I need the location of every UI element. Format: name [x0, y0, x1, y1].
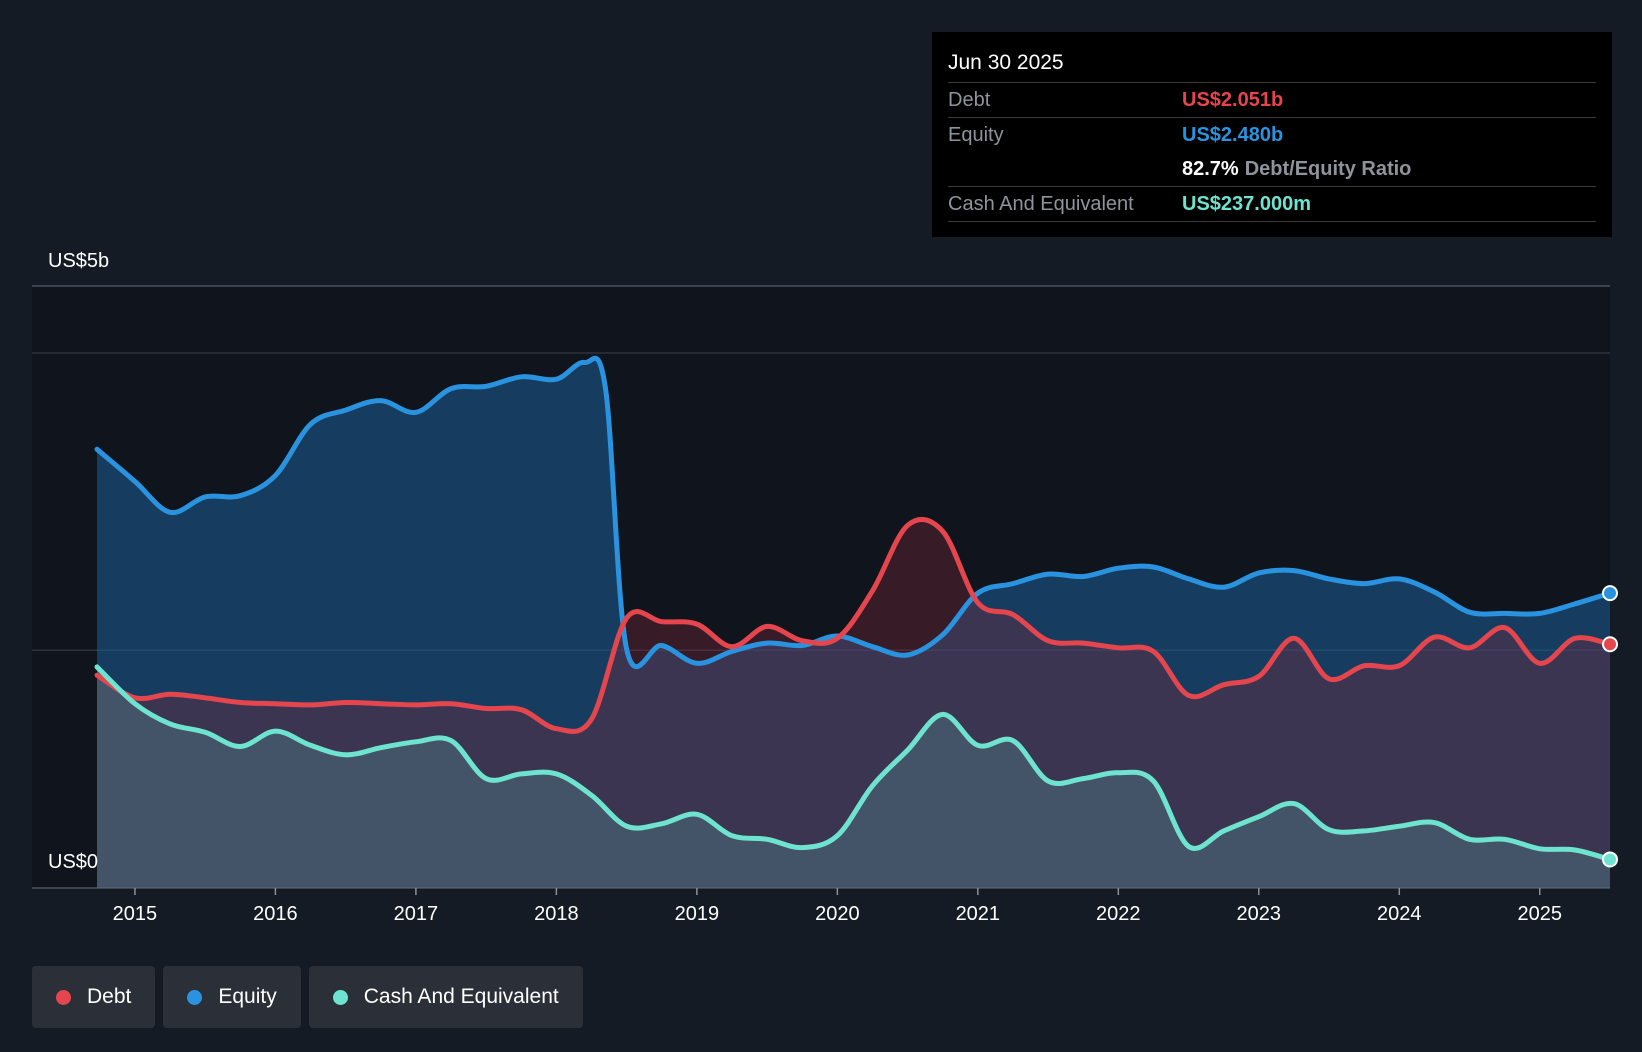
- x-tick-label: 2018: [534, 903, 579, 925]
- legend-label-debt: Debt: [87, 985, 132, 1008]
- legend-item-equity[interactable]: Equity: [163, 966, 301, 1028]
- tooltip-ratio-value: 82.7%: [1182, 158, 1239, 180]
- cash-and-equivalent-line: [94, 664, 1613, 862]
- tooltip-debt-value: US$2.051b: [1182, 89, 1284, 111]
- tooltip-date: Jun 30 2025: [948, 32, 1596, 83]
- x-tick-label: 2023: [1237, 903, 1282, 925]
- x-tick-label: 2021: [956, 903, 1001, 925]
- tooltip-cash-value: US$237.000m: [1182, 193, 1311, 215]
- debt-endpoint: [1602, 636, 1618, 653]
- x-tick-label: 2019: [675, 903, 720, 925]
- legend-item-debt[interactable]: Debt: [32, 966, 156, 1028]
- tooltip-debt-row: Debt US$2.051b: [948, 83, 1596, 118]
- x-tick-label: 2016: [253, 903, 298, 925]
- y-axis-bottom-label: US$0: [48, 851, 99, 873]
- x-tick-label: 2017: [394, 903, 439, 925]
- x-tick-label: 2024: [1377, 903, 1422, 925]
- y-axis-top-label: US$5b: [48, 250, 110, 272]
- series-endpoints: [1602, 585, 1618, 868]
- legend-label-equity: Equity: [218, 985, 277, 1008]
- equity-area: [97, 358, 1610, 888]
- legend-item-cash[interactable]: Cash And Equivalent: [308, 966, 583, 1028]
- debt-dot-icon: [56, 989, 71, 1005]
- equity-dot-icon: [187, 989, 203, 1005]
- x-tick-label: 2015: [113, 903, 158, 925]
- tooltip-cash-row: Cash And Equivalent US$237.000m: [948, 187, 1596, 222]
- tooltip-equity-value: US$2.480b: [1182, 124, 1284, 146]
- series-lines: [94, 355, 1613, 862]
- cash-and-equivalent-area: [97, 666, 1610, 888]
- tooltip-ratio-row: 82.7% Debt/Equity Ratio: [948, 152, 1596, 187]
- cash-and-equivalent-endpoint: [1602, 851, 1618, 868]
- tooltip-cash-label: Cash And Equivalent: [948, 193, 1134, 215]
- equity-endpoint: [1602, 585, 1618, 602]
- debt-area: [97, 519, 1610, 888]
- legend: Debt Equity Cash And Equivalent: [32, 966, 583, 1028]
- x-tick-label: 2025: [1518, 903, 1563, 925]
- cash-dot-icon: [332, 989, 348, 1005]
- tooltip-panel: Jun 30 2025 Debt US$2.051b Equity US$2.4…: [932, 32, 1612, 237]
- x-tick-label: 2020: [815, 903, 860, 925]
- series-areas: [97, 358, 1610, 888]
- tooltip-equity-row: Equity US$2.480b: [948, 118, 1596, 152]
- tooltip-equity-label: Equity: [948, 124, 1004, 146]
- x-tick-label: 2022: [1096, 903, 1141, 925]
- x-axis-ticks: 2015 2016 2017 2018 2019 2020 2021 2022 2023 2024…: [113, 888, 1562, 925]
- tooltip-ratio-label: Debt/Equity Ratio: [1244, 158, 1412, 180]
- debt-line: [94, 517, 1613, 734]
- tooltip-debt-label: Debt: [948, 89, 991, 111]
- legend-label-cash: Cash And Equivalent: [363, 985, 559, 1008]
